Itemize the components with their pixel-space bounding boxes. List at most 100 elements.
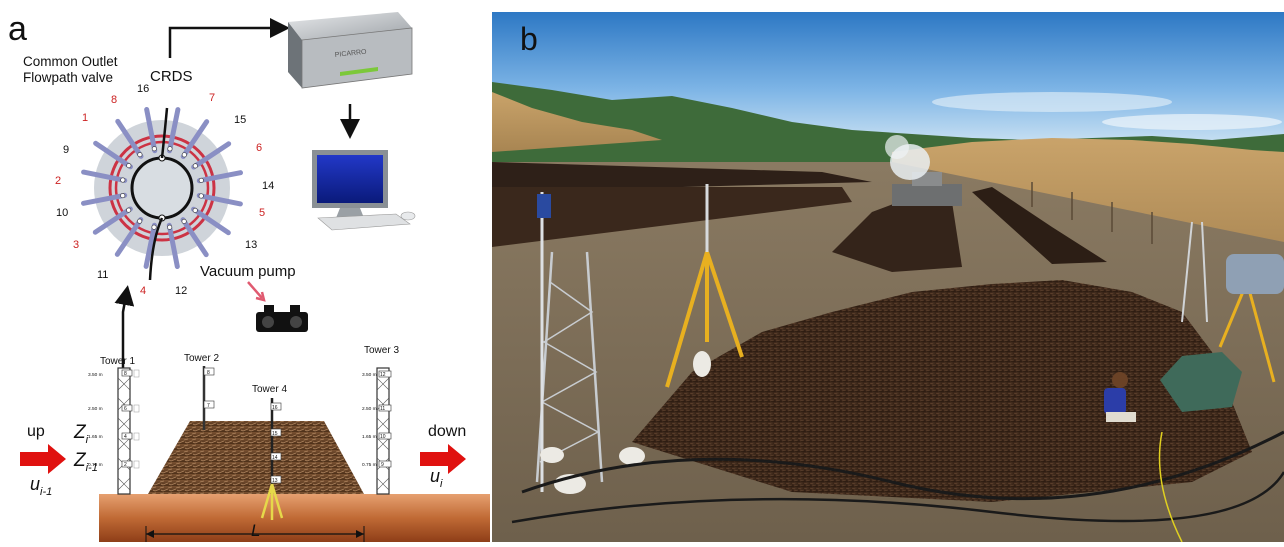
panel-b-letter: b [520,21,538,57]
panel-b-field-photo: b [492,12,1284,542]
valve-spoke [114,217,144,257]
t1-tag-6: 6 [124,406,127,412]
t3-tag-10: 10 [380,434,386,440]
yellow-tripod [665,251,744,388]
u-im1-label: ui-1 [30,474,52,498]
crds-to-analyzer-arrow [168,18,290,58]
length-L-label: L [251,521,260,540]
valve-spoke [81,169,128,183]
valve-spoke [180,217,209,258]
vacuum-pump-arrow [247,281,263,299]
port-label-7: 7 [209,92,215,104]
t2-tag-8: 8 [207,370,210,376]
field-photo-svg: b [492,12,1284,542]
t3-tag-11: 11 [380,406,385,412]
t3-tag-9: 9 [381,462,384,468]
port-label-16: 16 [137,83,149,95]
valve-spoke [143,222,157,269]
windrow-right [972,187,1107,264]
windrow-turner [892,184,962,206]
flowpath-valve-diagram [80,106,244,281]
port-label-2: 2 [55,175,61,187]
computer-icon [312,150,416,231]
tower-1-inlet-tags [121,369,133,468]
valve-port-inlet [198,193,204,199]
anemometer-left [537,194,551,218]
panel-a-letter: a [8,10,27,48]
port-label-10: 10 [56,207,68,219]
tower-1-label: Tower 1 [100,356,135,367]
valve-port-inlet [151,224,157,230]
valve-spokes [80,106,244,270]
t4-tag-15: 15 [272,431,278,437]
valve-port-inlet [198,177,204,183]
t4-tag-14: 14 [272,455,278,461]
valve-spoke [196,170,244,184]
tower-1 [117,367,131,495]
compost-mound [632,280,1252,502]
t4-tag-13: 13 [272,478,278,484]
tarp-covered-equipment [1160,352,1242,412]
sample-tubing [521,430,1284,501]
port-label-3: 3 [73,239,79,251]
t3-height-350: 3.50 m [362,372,377,378]
z-im1-label: Zi-1 [73,450,98,474]
port-label-15: 15 [234,114,246,126]
t2-tag-7: 7 [207,403,210,409]
valve-spoke [180,119,210,159]
t3-height-165: 1.65 m [362,434,377,440]
tower-1-instrument-boxes [133,369,140,469]
tower-3 [376,367,392,495]
port-label-12: 12 [175,285,187,297]
vacuum-pump-icon [256,305,308,332]
tower-2 [202,366,215,430]
valve-port-inlet [181,218,187,224]
port-label-13: 13 [245,239,257,251]
tower-4 [260,398,284,520]
port-label-4: 4 [140,285,146,297]
valve-title-line2: Flowpath valve [23,70,113,85]
sandbag [693,351,711,377]
port-label-5: 5 [259,207,265,219]
valve-port-inlet [126,163,132,169]
soil-ground [99,494,490,542]
vacuum-pump-label: Vacuum pump [200,263,296,280]
valve-port-inlet [120,193,126,199]
valve-port-inlet [192,207,198,213]
lattice-tower-photo [535,192,604,492]
valve-spoke [92,206,133,235]
t3-height-250: 2.50 m [362,406,377,412]
valve-spoke [166,222,180,270]
port-label-14: 14 [262,180,274,192]
t1-tag-4: 4 [124,434,127,440]
valve-spoke [144,106,158,154]
windrow-center [832,197,962,272]
valve-title-line1: Common Outlet [23,54,118,69]
schematic-svg: a Common Outlet Flowpath valve CRDS PICA… [8,10,490,542]
tower1-to-valve-arrow [114,285,135,368]
port-label-6: 6 [256,142,262,154]
valve-port-inlet [137,218,143,224]
t1-tag-8: 8 [124,371,127,377]
z-i-label: Zi [73,422,89,446]
valve-port-inlet [126,207,132,213]
port-label-8: 8 [111,94,117,106]
t1-height-075: 0.75 m [88,462,103,468]
valve-port-inlet [120,177,126,183]
t1-height-250: 2.50 m [88,406,103,412]
t1-tag-2: 2 [124,462,127,468]
picarro-analyzer-icon: PICARRO [288,12,413,89]
field-researcher [1104,372,1136,422]
valve-port-inlet [181,152,187,158]
t1-height-165: 1.65 m [88,434,103,440]
analyzer-brand: PICARRO [334,49,367,59]
crds-label: CRDS [150,68,193,85]
port-label-1: 1 [82,112,88,124]
tower-4-label: Tower 4 [252,384,287,395]
valve-port-inlet [137,152,143,158]
t1-height-350: 3.50 m [88,372,103,378]
tower-3-label: Tower 3 [364,345,399,356]
downwind-arrow [420,444,466,474]
valve-spoke [191,141,232,170]
compost-pile [148,421,364,494]
